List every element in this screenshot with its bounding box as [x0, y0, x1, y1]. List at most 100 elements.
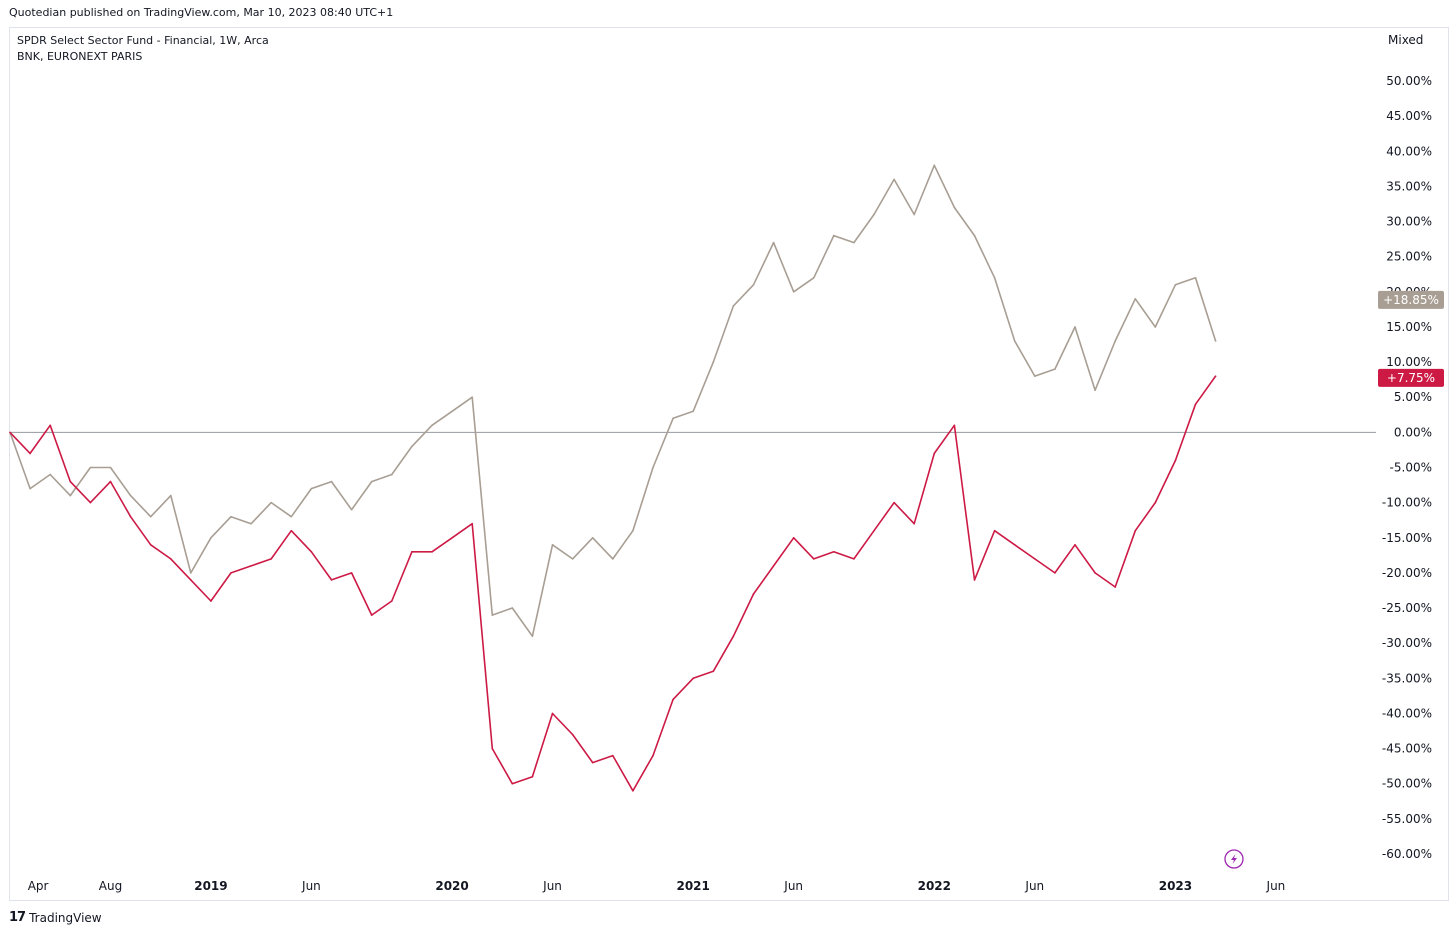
x-tick-label: Apr	[28, 879, 49, 893]
data-point-bnk	[612, 754, 614, 757]
data-point-bnk	[1154, 501, 1157, 504]
data-point-xlf	[612, 558, 614, 560]
data-point-bnk	[1174, 459, 1177, 462]
y-tick-label: -40.00%	[1382, 706, 1432, 720]
data-point-xlf	[913, 213, 916, 216]
data-point-bnk	[511, 782, 514, 785]
data-point-bnk	[1074, 544, 1076, 546]
data-point-xlf	[812, 276, 815, 279]
y-tick-label: 50.00%	[1386, 74, 1432, 88]
lightning-icon[interactable]	[1224, 849, 1244, 869]
y-tick-label: -45.00%	[1382, 742, 1432, 756]
data-point-xlf	[853, 241, 855, 244]
y-tick-label: -60.00%	[1382, 847, 1432, 861]
data-point-bnk	[732, 635, 735, 637]
data-point-xlf	[531, 635, 534, 637]
data-point-xlf	[109, 466, 112, 469]
data-point-bnk	[993, 529, 996, 532]
y-tick-label: 35.00%	[1386, 179, 1432, 193]
data-point-xlf	[129, 494, 132, 497]
x-tick-label: Aug	[99, 879, 122, 893]
tradingview-logo-icon: 17	[9, 910, 26, 925]
last-value-tag-xlf	[1378, 290, 1444, 309]
data-point-bnk	[431, 551, 433, 553]
data-point-xlf	[49, 473, 51, 476]
data-point-bnk	[1013, 544, 1016, 546]
last-value-tag-bnk	[1378, 368, 1444, 387]
x-tick-label: 2021	[676, 879, 709, 893]
data-point-bnk	[692, 677, 694, 680]
data-point-bnk	[752, 593, 755, 595]
chart-frame	[9, 27, 1449, 901]
data-point-xlf	[471, 396, 473, 399]
data-point-bnk	[571, 733, 574, 736]
legend-main-symbol[interactable]: SPDR Select Sector Fund - Financial, 1W,…	[17, 34, 269, 47]
data-point-bnk	[913, 522, 916, 525]
last-value-label-xlf: +18.85%	[1383, 293, 1439, 307]
data-point-xlf	[491, 614, 494, 616]
data-point-xlf	[431, 424, 433, 427]
data-point-xlf	[29, 487, 31, 490]
data-point-xlf	[893, 178, 895, 181]
x-axis[interactable]: Apr Aug 2019 Jun 2020 Jun 2021 Jun 2022 Jun 2023 Ju…	[28, 879, 1286, 893]
data-point-bnk	[169, 558, 172, 560]
data-point-bnk	[49, 424, 51, 427]
data-point-bnk	[491, 747, 494, 750]
data-point-xlf	[511, 607, 514, 609]
data-point-xlf	[250, 522, 252, 525]
legend-compare-symbol[interactable]: BNK, EURONEXT PARIS	[17, 50, 143, 63]
y-tick-label: -10.00%	[1382, 496, 1432, 510]
data-point-bnk	[632, 789, 634, 792]
y-tick-label: 45.00%	[1386, 109, 1432, 123]
data-point-bnk	[89, 501, 92, 504]
data-point-xlf	[1174, 283, 1177, 286]
data-point-xlf	[732, 305, 735, 307]
data-point-xlf	[551, 544, 554, 546]
data-point-bnk	[1094, 572, 1096, 574]
data-point-bnk	[792, 536, 795, 539]
x-tick-label: 2023	[1159, 879, 1192, 893]
data-point-bnk	[330, 579, 333, 581]
data-point-bnk	[1214, 375, 1217, 377]
data-point-xlf	[149, 515, 152, 518]
data-point-xlf	[330, 480, 333, 483]
data-point-bnk	[652, 754, 654, 757]
data-point-bnk	[149, 544, 152, 546]
x-tick-label: Jun	[1266, 879, 1286, 893]
y-axis[interactable]: 50.00%45.00%40.00%35.00%30.00%25.00%20.0…	[1382, 74, 1432, 861]
data-point-bnk	[69, 480, 72, 483]
series-line-xlf	[9, 164, 1217, 637]
data-point-bnk	[531, 775, 534, 778]
x-tick-label: Jun	[783, 879, 803, 893]
data-point-xlf	[973, 234, 976, 237]
data-point-xlf	[752, 283, 755, 286]
y-tick-label: 15.00%	[1386, 320, 1432, 334]
data-point-bnk	[1114, 586, 1116, 588]
chart-legend: SPDR Select Sector Fund - Financial, 1W,…	[17, 33, 269, 65]
data-point-bnk	[873, 529, 875, 532]
footer-brand: TradingView	[29, 910, 102, 925]
data-point-xlf	[390, 473, 393, 476]
data-point-bnk	[250, 565, 252, 567]
data-point-xlf	[953, 206, 956, 209]
data-point-xlf	[370, 480, 373, 483]
y-tick-label: -25.00%	[1382, 601, 1432, 615]
scale-mode-label[interactable]: Mixed	[1388, 33, 1424, 47]
data-point-bnk	[350, 572, 353, 574]
data-point-bnk	[1194, 403, 1197, 406]
data-point-bnk	[591, 761, 594, 764]
data-point-xlf	[1054, 368, 1056, 370]
y-tick-label: 10.00%	[1386, 355, 1432, 369]
data-point-xlf	[591, 536, 594, 539]
data-point-bnk	[1134, 529, 1137, 532]
data-point-bnk	[210, 600, 212, 602]
data-point-xlf	[873, 213, 875, 216]
y-tick-label: -55.00%	[1382, 812, 1432, 826]
data-point-xlf	[772, 241, 775, 244]
data-point-xlf	[69, 494, 72, 497]
last-value-tags: +18.85% +7.75%	[1378, 290, 1444, 387]
y-tick-label: -35.00%	[1382, 671, 1432, 685]
data-point-xlf	[692, 410, 694, 413]
data-point-xlf	[571, 558, 574, 560]
